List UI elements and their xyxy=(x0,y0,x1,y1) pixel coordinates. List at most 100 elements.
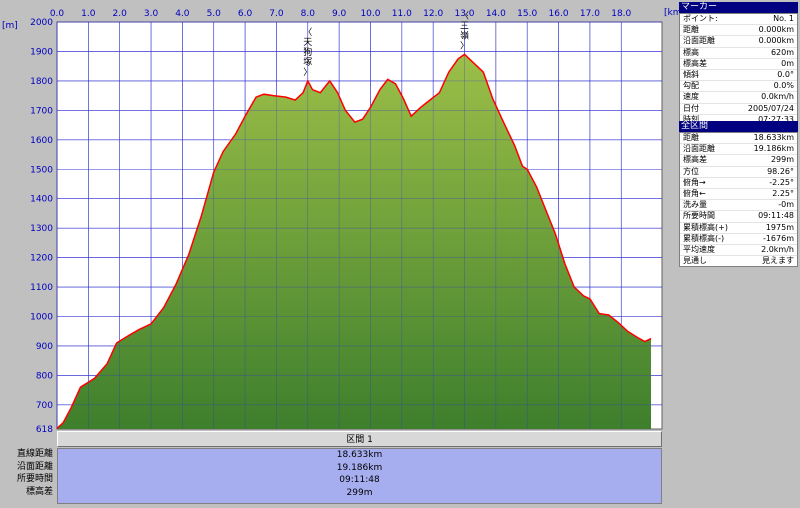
bottom-row-label: 所要時間 xyxy=(16,474,53,484)
peak-annotation-char: 〈 xyxy=(303,27,312,38)
panel-row: 勾配 0.0% xyxy=(680,81,797,93)
panel-row: 距離 18.633km xyxy=(680,133,797,145)
x-tick-label: 13.0 xyxy=(454,9,474,19)
panel-row-value: 0.0° xyxy=(777,69,794,79)
peak-annotation-char: 〉 xyxy=(460,40,469,51)
panel-row: 沿面距離 19.186km xyxy=(680,144,797,156)
x-tick-label: 7.0 xyxy=(269,9,284,19)
panel-row: 見通し 見えます xyxy=(680,256,797,266)
panel-row-label: 平均速度 xyxy=(683,244,715,254)
panel-row-label: ポイント: xyxy=(683,14,718,23)
elevation-line xyxy=(56,53,652,429)
panel-row-label: 傾斜 xyxy=(683,69,699,79)
panel-row-label: 時刻 xyxy=(683,114,699,124)
y-tick-label: 1100 xyxy=(30,283,53,293)
x-tick-label: 4.0 xyxy=(175,9,190,19)
y-min-label: 618 xyxy=(36,425,53,435)
panel-row-label: 累積標高(-) xyxy=(683,233,725,243)
bottom-label-column: 直線距離 沿面距離 所要時間 標高差 xyxy=(0,448,57,498)
panel-row: 距離 0.000km xyxy=(680,25,797,37)
x-tick-label: 8.0 xyxy=(301,9,316,19)
x-tick-label: 1.0 xyxy=(81,9,96,19)
y-tick-label: 1000 xyxy=(30,313,53,323)
x-tick-label: 0.0 xyxy=(50,9,65,19)
panel-row: 所要時間 09:11:48 xyxy=(680,211,797,223)
panel-row-value: 0.000km xyxy=(758,25,794,35)
panel-row-value: 98.26° xyxy=(767,166,794,176)
y-tick-label: 1900 xyxy=(30,47,53,57)
panel-row-value: 07:27:33 xyxy=(758,114,794,124)
peak-annotation-char: 天 xyxy=(303,38,312,48)
marker-panel-body: ポイント: No. 1 距離 0.000km 沿面距離 0.000km 標高 620m 標高差 0… xyxy=(679,13,798,126)
bottom-row-value: 18.633km xyxy=(336,450,383,460)
peak-annotation-char: 三 xyxy=(460,21,469,31)
x-tick-label: 15.0 xyxy=(517,9,537,19)
section-panel: 全区間 距離 18.633km 沿面距離 19.186km 標高差 299m 方位 98.26… xyxy=(679,121,798,268)
x-tick-label: 2.0 xyxy=(113,9,128,19)
panel-row-label: 俯角← xyxy=(683,188,706,198)
y-tick-label: 1800 xyxy=(30,77,53,87)
y-tick-label: 1700 xyxy=(30,106,53,116)
panel-row: 標高差 0m xyxy=(680,59,797,70)
panel-row-label: 所要時間 xyxy=(683,211,715,221)
bottom-row-value: 299m xyxy=(346,487,373,498)
y-tick-label: 1600 xyxy=(30,136,53,146)
panel-row-value: 2.25° xyxy=(772,188,794,198)
panel-row-value: 18.633km xyxy=(753,133,794,142)
bottom-row-label: 標高差 xyxy=(25,486,53,497)
section-tab[interactable]: 区間 1 xyxy=(57,431,662,447)
y-tick-label: 1500 xyxy=(30,165,53,175)
panel-row-value: -0m xyxy=(778,200,794,210)
panel-row-label: 速度 xyxy=(683,92,699,102)
panel-row-value: 09:11:48 xyxy=(758,211,794,221)
bottom-value-column: 18.633km 19.186km 09:11:48 299m xyxy=(57,448,662,504)
x-tick-label: 12.0 xyxy=(423,9,443,19)
panel-row: 日付 2005/07/24 xyxy=(680,104,797,115)
peak-annotation: 〈天狗塚〉 xyxy=(303,27,312,78)
panel-row-label: 距離 xyxy=(683,25,699,35)
panel-row-value: 0m xyxy=(781,58,794,68)
y-tick-label: 800 xyxy=(36,371,53,381)
panel-row-label: 標高 xyxy=(683,47,699,57)
y-unit-label: [m] xyxy=(2,21,18,31)
panel-row-value: 0.000km xyxy=(758,36,794,46)
panel-row: 標高差 299m xyxy=(680,155,797,167)
panel-row-label: 標高差 xyxy=(683,155,707,165)
panel-row: 速度 0.0km/h xyxy=(680,92,797,104)
panel-row: 累積標高(+) 1975m xyxy=(680,223,797,234)
panel-row: 累積標高(-) -1676m xyxy=(680,234,797,245)
panel-row-label: 距離 xyxy=(683,133,699,142)
x-tick-label: 14.0 xyxy=(486,9,506,19)
peak-annotation-char: 嶺 xyxy=(460,30,469,41)
bottom-row-value: 09:11:48 xyxy=(339,475,380,485)
x-unit-label: [km] xyxy=(664,8,685,18)
panel-row: 時刻 07:27:33 xyxy=(680,115,797,125)
x-tick-label: 17.0 xyxy=(580,9,600,19)
panel-row: 方位 98.26° xyxy=(680,167,797,178)
peak-annotation-char: 狗 xyxy=(303,46,312,58)
x-tick-label: 3.0 xyxy=(144,9,159,19)
panel-row-label: 累積標高(+) xyxy=(683,222,728,232)
panel-row: 平均速度 2.0km/h xyxy=(680,244,797,257)
panel-row: ポイント: No. 1 xyxy=(680,14,797,26)
y-tick-label: 1400 xyxy=(30,195,53,205)
panel-row-value: -1676m xyxy=(762,233,794,243)
bottom-row-label: 沿面距離 xyxy=(16,461,53,472)
x-tick-label: 5.0 xyxy=(207,9,222,19)
panel-row: 標高 620m xyxy=(680,48,797,59)
y-tick-label: 900 xyxy=(36,342,53,352)
panel-row-value: 0.0% xyxy=(773,81,794,91)
y-tick-label: 2000 xyxy=(30,18,53,28)
panel-row-value: 0.0km/h xyxy=(761,92,794,102)
peak-annotation-char: 〈 xyxy=(460,10,469,21)
peak-annotation: 〈三嶺〉 xyxy=(460,10,469,51)
y-tick-label: 1300 xyxy=(30,224,53,234)
y-tick-label: 700 xyxy=(36,401,53,411)
panel-row-label: 沿面距離 xyxy=(683,144,715,154)
panel-row-value: 見えます xyxy=(762,256,794,266)
panel-row-label: 洗み量 xyxy=(683,200,707,210)
panel-row-value: 299m xyxy=(770,155,794,165)
panel-row-label: 勾配 xyxy=(683,81,699,91)
panel-row-value: 19.186km xyxy=(753,144,794,154)
